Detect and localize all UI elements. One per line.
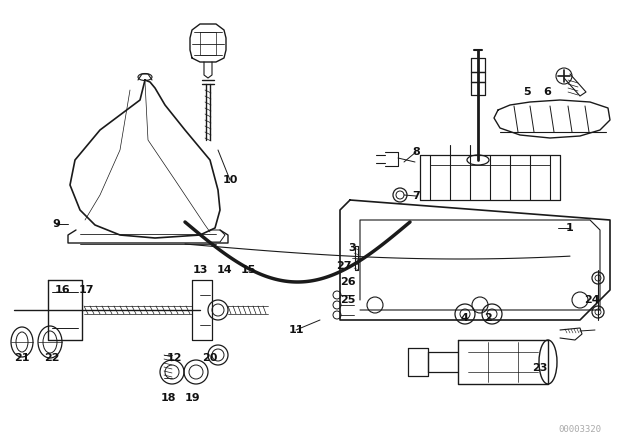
Text: 12: 12	[166, 353, 182, 363]
Text: 22: 22	[44, 353, 60, 363]
Text: 17: 17	[78, 285, 93, 295]
Text: 11: 11	[288, 325, 304, 335]
Text: 00003320: 00003320	[559, 426, 602, 435]
Text: 1: 1	[566, 223, 574, 233]
Text: 13: 13	[192, 265, 208, 275]
Text: 15: 15	[240, 265, 256, 275]
Text: 9: 9	[52, 219, 60, 229]
Text: 24: 24	[584, 295, 600, 305]
Text: 10: 10	[222, 175, 237, 185]
Text: 18: 18	[160, 393, 176, 403]
Text: 20: 20	[202, 353, 218, 363]
Text: 14: 14	[216, 265, 232, 275]
Text: 5: 5	[523, 87, 531, 97]
Text: 19: 19	[184, 393, 200, 403]
Text: 16: 16	[54, 285, 70, 295]
Text: 2: 2	[484, 313, 492, 323]
Text: 3: 3	[348, 243, 356, 253]
Text: 4: 4	[460, 313, 468, 323]
Text: 7: 7	[412, 191, 420, 201]
Text: 23: 23	[532, 363, 548, 373]
Text: 26: 26	[340, 277, 356, 287]
Text: 6: 6	[543, 87, 551, 97]
Text: 25: 25	[340, 295, 356, 305]
Text: 27: 27	[336, 261, 352, 271]
Text: 21: 21	[14, 353, 29, 363]
Text: 8: 8	[412, 147, 420, 157]
